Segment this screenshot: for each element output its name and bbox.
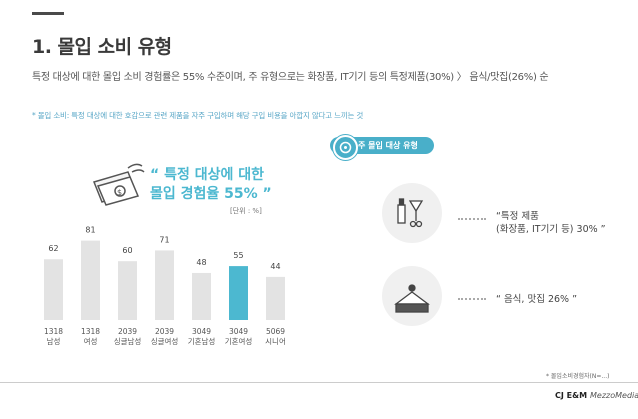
target-icon: [333, 135, 358, 160]
money-icon: $: [92, 163, 145, 206]
category-tick-label: 3049: [229, 327, 248, 336]
bar-3: [155, 250, 174, 320]
bar-value-label: 71: [159, 235, 169, 244]
category-tick-label: 2039: [155, 327, 174, 336]
category-tick-label: 1318: [44, 327, 63, 336]
definition-note: * 몰입 소비: 특정 대상에 대한 호감으로 관련 제품을 자주 구입하며 해…: [32, 111, 364, 120]
bar-value-label: 55: [233, 251, 243, 260]
category-tick-label: 시니어: [265, 336, 286, 346]
category-food: “ 음식, 맛집 26% ”: [496, 294, 578, 305]
cake-icon: [382, 266, 442, 326]
bar-chart: 621318남성811318여성602039싱글남성712039싱글여성4830…: [44, 226, 286, 346]
svg-text:$: $: [117, 188, 122, 197]
category-tick-label: 남성: [47, 337, 61, 346]
bar-0: [44, 259, 63, 320]
dotted-connector: [458, 218, 486, 220]
mezzomedia-logo: MezzoMedia: [590, 391, 638, 400]
dotted-connector: [458, 298, 486, 300]
page-subtitle: 특정 대상에 대한 몰입 소비 경험률은 55% 수준이며, 주 유형으로는 화…: [32, 72, 549, 83]
category-tick-label: 기혼남성: [188, 336, 216, 346]
bar-2: [118, 261, 137, 320]
footer-divider: [0, 382, 638, 383]
category-tick-label: 기혼여성: [225, 336, 253, 346]
category-tick-label: 여성: [84, 336, 98, 346]
page-title: 1. 몰입 소비 유형: [32, 36, 172, 58]
bar-value-label: 81: [85, 226, 95, 235]
cosmetics-icon: [382, 183, 442, 243]
footnote: * 몰입소비경험자(N=...): [546, 373, 610, 380]
title-accent-bar: [32, 12, 64, 15]
bar-value-label: 48: [196, 258, 206, 267]
category-tick-label: 싱글여성: [151, 336, 179, 346]
category-tick-label: 2039: [118, 327, 137, 336]
category-products: “특정 제품 (화장품, IT기기 등) 30% ”: [496, 210, 606, 236]
category-tick-label: 1318: [81, 327, 100, 336]
category-products-line-1: “특정 제품: [496, 211, 539, 222]
bar-value-label: 60: [122, 246, 132, 255]
quote-line-1: “ 특정 대상에 대한: [150, 167, 264, 183]
bar-6: [266, 276, 285, 320]
category-products-line-2: (화장품, IT기기 등) 30% ”: [496, 224, 606, 235]
category-tick-label: 5069: [266, 327, 285, 336]
bar-4: [192, 272, 211, 320]
panel-header-label: 주 몰입 대상 유형: [358, 141, 418, 150]
bar-1: [81, 240, 100, 320]
bar-5: [229, 266, 248, 320]
unit-label: [단위 : %]: [230, 207, 262, 215]
category-tick-label: 싱글남성: [114, 336, 142, 346]
quote-line-2: 몰입 경험율 55% ”: [150, 186, 272, 202]
cj-enm-logo: CJ E&M: [555, 391, 588, 400]
category-tick-label: 3049: [192, 327, 211, 336]
highlight-quote: “ 특정 대상에 대한 몰입 경험율 55% ”: [150, 166, 272, 204]
bar-value-label: 44: [270, 262, 280, 271]
bar-value-label: 62: [48, 244, 58, 253]
